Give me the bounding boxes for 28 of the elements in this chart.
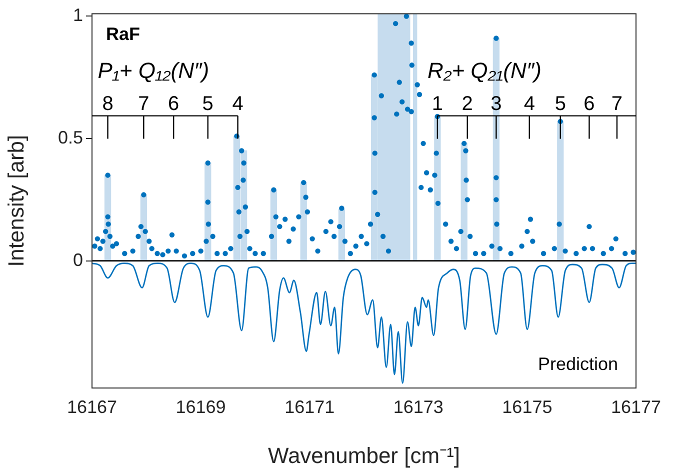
y-tick-label: 0 (72, 250, 83, 270)
annotation: 5 (202, 92, 214, 115)
series-label: Prediction (538, 354, 618, 374)
annotation: R₂+ Q₂₁(N″) (427, 58, 542, 83)
annotation: 5 (554, 92, 566, 115)
annotation: 2 (462, 92, 473, 115)
annotation: 4 (524, 92, 535, 115)
x-tick-label: 16177 (610, 396, 662, 417)
annotation: 7 (138, 92, 150, 115)
x-tick-label: 16173 (393, 396, 444, 417)
annotation: 3 (490, 92, 502, 115)
annotation: P₁+ Q₁₂(N″) (98, 58, 210, 83)
annotation: 6 (584, 92, 595, 115)
y-axis-title: Intensity [arb] (3, 134, 28, 267)
line-series (92, 262, 636, 384)
x-tick-label: 16167 (66, 396, 118, 417)
x-tick-label: 16171 (284, 396, 335, 417)
x-tick-label: 16175 (502, 396, 552, 417)
annotation: 6 (168, 92, 180, 115)
x-axis-title: Wavenumber [cm⁻¹] (268, 442, 460, 468)
annotation: 7 (611, 92, 623, 115)
annotation: 1 (432, 92, 444, 115)
y-tick-label: 1 (72, 5, 83, 26)
annotation: 8 (102, 92, 114, 115)
annotation: 4 (232, 92, 244, 115)
y-tick-label: 0.5 (58, 128, 83, 148)
annotation: RaF (106, 24, 140, 44)
x-tick-label: 16169 (176, 396, 226, 417)
